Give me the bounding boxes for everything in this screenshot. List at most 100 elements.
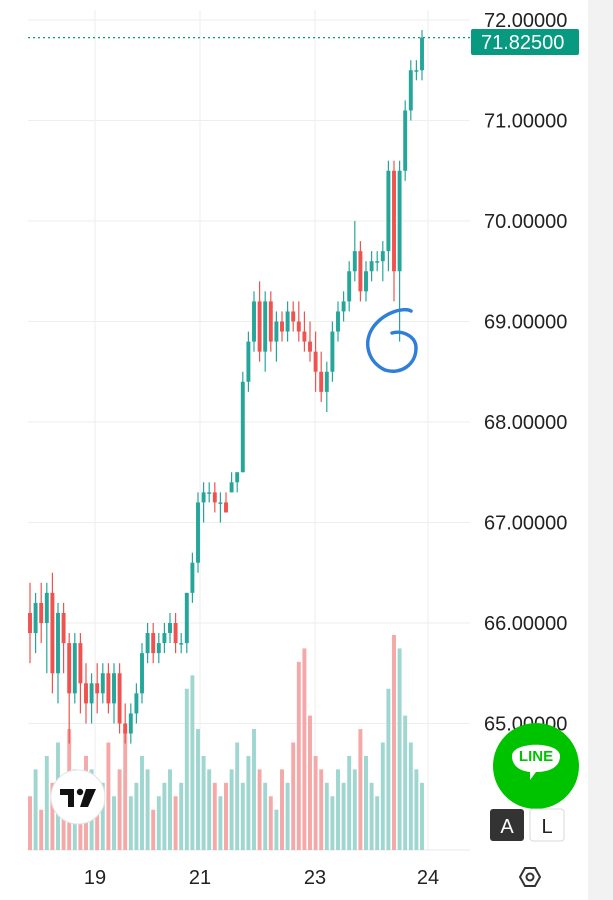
- candle-body: [151, 633, 156, 654]
- volume-bar: [313, 755, 318, 850]
- candle-body: [246, 341, 251, 382]
- candle-body: [369, 261, 374, 272]
- auto-scale-button[interactable]: A: [490, 809, 524, 841]
- candle-body: [196, 502, 200, 563]
- volume-bar: [263, 782, 268, 850]
- volume-bar: [123, 729, 128, 850]
- candle-body: [207, 492, 212, 494]
- candle-body: [313, 351, 318, 372]
- candle-body: [212, 492, 217, 503]
- candle-body: [397, 170, 402, 272]
- y-tick-label: 71.00000: [484, 111, 567, 133]
- volume-bar: [201, 755, 206, 850]
- log-scale-button[interactable]: L: [529, 808, 565, 842]
- y-tick-label: 66.00000: [484, 613, 567, 635]
- tradingview-logo-icon: [60, 789, 74, 807]
- volume-bar: [324, 782, 329, 850]
- volume-bar: [392, 635, 396, 850]
- candle-body: [392, 170, 396, 272]
- volume-bar: [235, 742, 240, 850]
- volume-bar: [397, 648, 402, 850]
- candle-body: [179, 643, 184, 645]
- line-bubble-icon: [512, 744, 560, 780]
- volume-bar: [212, 782, 217, 850]
- volume-bar: [140, 755, 144, 850]
- volume-bar: [240, 782, 245, 850]
- volume-bar: [330, 796, 335, 850]
- volume-bar: [179, 782, 184, 850]
- candle-body: [33, 602, 38, 634]
- candle-body: [72, 643, 77, 694]
- candle-body: [190, 562, 195, 593]
- candle-body: [224, 502, 228, 513]
- x-axis-labels: 19 21 23 24: [84, 867, 439, 889]
- line-share-button[interactable]: LINE: [493, 723, 579, 809]
- volume-bar: [274, 809, 279, 850]
- candle-body: [274, 321, 279, 342]
- volume-bar: [414, 769, 419, 850]
- candle-body: [140, 653, 144, 694]
- current-price-label: 71.82500: [481, 32, 564, 54]
- candle-body: [358, 251, 363, 292]
- candle-body: [403, 110, 408, 171]
- volume-bar: [50, 782, 55, 850]
- volume-bar: [156, 796, 161, 850]
- volume-bar: [347, 755, 352, 850]
- candle-body: [218, 502, 223, 504]
- volume-bar: [95, 809, 100, 850]
- y-tick-label: 69.00000: [484, 312, 567, 334]
- volume-bar: [229, 769, 234, 850]
- volume-bar: [44, 755, 49, 850]
- volume-bar: [224, 782, 228, 850]
- candle-body: [375, 261, 380, 263]
- volume-bar: [420, 782, 424, 850]
- volume-bar: [39, 809, 44, 850]
- volume-bar: [112, 796, 116, 850]
- candle-body: [184, 592, 189, 644]
- candle-body: [44, 592, 49, 623]
- volume-bar: [352, 769, 357, 850]
- volume-bar: [257, 769, 262, 850]
- candle-body: [296, 321, 301, 332]
- candle-body: [280, 321, 284, 332]
- candles: [28, 30, 424, 744]
- volume-bar: [218, 796, 223, 850]
- volume-bar: [408, 742, 413, 850]
- volume-bar: [184, 688, 189, 850]
- volume-bar: [117, 769, 122, 850]
- volume-bar: [296, 661, 301, 850]
- volume-bar: [168, 769, 172, 850]
- volume-bar: [386, 688, 391, 850]
- candle-body: [28, 612, 32, 634]
- candle-body: [408, 70, 413, 111]
- chart-settings-icon[interactable]: [518, 867, 542, 887]
- tradingview-logo[interactable]: [50, 769, 106, 825]
- candle-body: [168, 623, 172, 634]
- current-price-tag: 71.82500: [471, 29, 579, 55]
- volume-bar: [28, 796, 32, 850]
- candle-body: [240, 381, 245, 473]
- candle-body: [56, 612, 60, 674]
- candle-body: [414, 70, 419, 72]
- volume-bar: [128, 796, 133, 850]
- candle-body: [347, 271, 352, 302]
- volume-bar: [302, 648, 307, 850]
- candle-body: [162, 633, 167, 644]
- volume-bar: [33, 769, 38, 850]
- volume-bar: [151, 809, 156, 850]
- volume-bar: [252, 729, 256, 850]
- candle-body: [352, 251, 357, 272]
- candle-body: [268, 301, 273, 342]
- candle-body: [100, 673, 105, 694]
- y-tick-label: 72.00000: [484, 10, 567, 32]
- candle-body: [156, 643, 161, 654]
- volume-bar: [207, 769, 212, 850]
- candle-body: [61, 612, 66, 644]
- volume-bar: [336, 769, 340, 850]
- volume-bar: [162, 782, 167, 850]
- candle-body: [39, 602, 44, 623]
- volume-bar: [106, 742, 111, 850]
- volume-bar: [358, 729, 363, 850]
- volume-bars: [28, 635, 424, 850]
